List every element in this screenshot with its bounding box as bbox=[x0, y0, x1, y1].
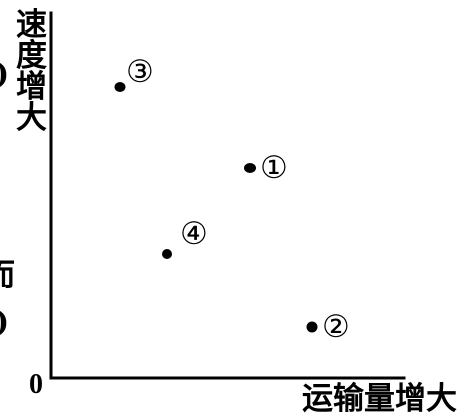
y-axis-label-char-3: 增 bbox=[16, 69, 47, 105]
point-4-label: ④ bbox=[180, 216, 208, 252]
x-axis-label: 运输量增大 bbox=[302, 381, 457, 416]
point-4: ④ bbox=[162, 216, 208, 259]
y-axis-label-char-2: 度 bbox=[16, 38, 47, 74]
point-1-dot bbox=[244, 163, 256, 173]
left-edge-fragment-3: ) bbox=[0, 305, 9, 340]
point-3-label: ③ bbox=[126, 54, 154, 90]
origin-label: 0 bbox=[29, 369, 43, 400]
point-4-dot bbox=[162, 249, 172, 259]
y-axis-label: 速 度 增 大 bbox=[16, 7, 47, 136]
point-2: ② bbox=[306, 309, 350, 345]
point-3: ③ bbox=[114, 54, 154, 92]
point-2-label: ② bbox=[322, 309, 350, 345]
y-axis-label-char-1: 速 bbox=[16, 7, 47, 43]
point-2-dot bbox=[306, 321, 318, 333]
left-edge-fragment-1: ) bbox=[0, 57, 9, 92]
left-edge-fragment-2: 而 bbox=[0, 258, 15, 293]
point-3-dot bbox=[114, 82, 126, 92]
point-1-label: ① bbox=[260, 150, 288, 186]
point-1: ① bbox=[244, 150, 288, 186]
y-axis-label-char-4: 大 bbox=[16, 100, 47, 136]
